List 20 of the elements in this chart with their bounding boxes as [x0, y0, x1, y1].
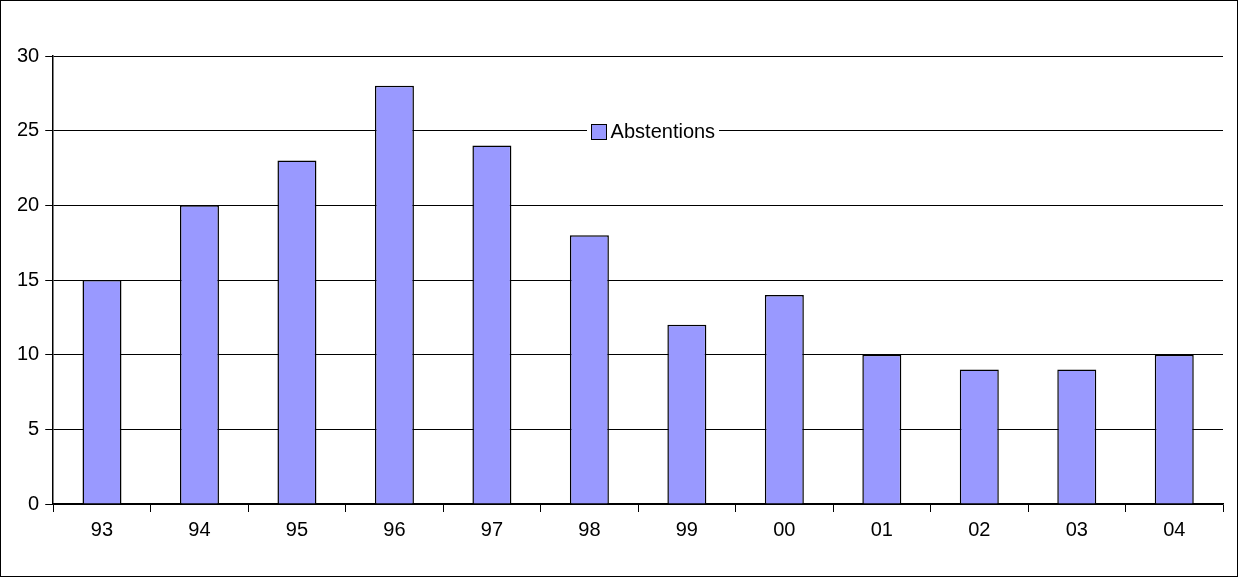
x-tick-label: 94 [188, 517, 211, 540]
x-tick-label: 02 [968, 517, 991, 540]
legend-label: Abstentions [610, 120, 716, 144]
x-tick-label: 00 [773, 517, 796, 540]
y-tick-label: 10 [17, 342, 40, 365]
y-tick-label: 30 [17, 43, 40, 66]
x-tick-label: 04 [1163, 517, 1186, 540]
x-tick-label: 93 [90, 517, 114, 540]
y-tick-label: 20 [17, 192, 40, 215]
x-tick-label: 99 [675, 517, 698, 540]
x-tick-label: 95 [285, 517, 309, 540]
x-tick-label: 01 [870, 517, 893, 540]
x-tick-label: 96 [383, 517, 406, 540]
y-tick-label: 25 [17, 118, 40, 141]
x-tick-label: 03 [1065, 517, 1088, 540]
x-tick-label: 97 [480, 517, 504, 540]
y-tick-label: 0 [28, 491, 40, 514]
x-tick-label: 98 [578, 517, 601, 540]
y-tick-label: 15 [17, 267, 40, 290]
y-tick-label: 5 [28, 416, 40, 439]
